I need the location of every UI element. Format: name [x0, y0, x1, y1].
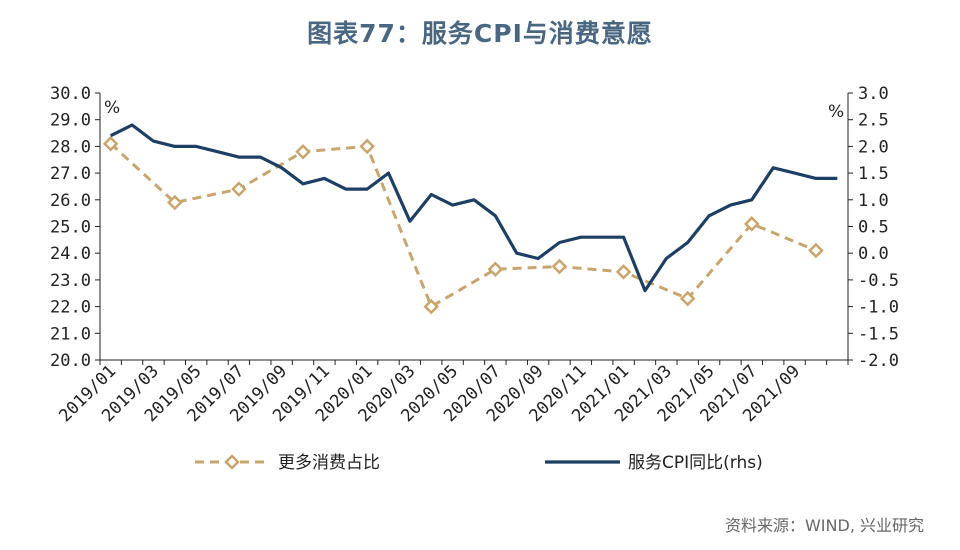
left-axis-unit: %	[104, 98, 120, 118]
left-axis-tick-label: 20.0	[50, 351, 91, 371]
right-axis-tick-label: 2.5	[858, 111, 889, 131]
left-axis-tick-label: 23.0	[50, 271, 91, 291]
right-axis-tick-label: 0.0	[858, 244, 889, 264]
right-axis-tick-label: 1.0	[858, 191, 889, 211]
data-point-marker	[487, 261, 504, 277]
left-axis-tick-label: 28.0	[50, 137, 91, 157]
left-axis-tick-label: 21.0	[50, 324, 91, 344]
data-point-marker	[679, 290, 696, 307]
right-axis-tick-label: 2.0	[858, 137, 889, 157]
legend-marker-0	[224, 454, 240, 470]
left-axis-tick-label: 22.0	[50, 298, 91, 318]
right-axis-tick-label: 0.5	[858, 218, 889, 238]
data-point-marker	[423, 298, 440, 315]
data-point-marker	[102, 135, 119, 152]
chart-legend: 更多消费占比 服务CPI同比(rhs)	[195, 453, 763, 473]
legend-label-1: 服务CPI同比(rhs)	[628, 453, 763, 473]
left-axis-tick-label: 26.0	[50, 191, 91, 211]
data-point-marker	[808, 242, 824, 259]
chart-axes: 30.0 29.0 28.0 27.0 26.0 25.0 24.0 23.0 22.0 21.0…	[50, 84, 899, 426]
left-axis-tick-label: 27.0	[50, 164, 91, 184]
right-axis-tick-label: 1.5	[858, 164, 889, 184]
right-axis-tick-label: -0.5	[858, 271, 899, 291]
right-axis-tick-label: -1.0	[858, 298, 899, 318]
series-line-0	[109, 142, 817, 309]
left-axis-tick-label: 30.0	[50, 84, 91, 104]
source-note: 资料来源：WIND, 兴业研究	[724, 516, 924, 535]
right-axis-tick-label: -2.0	[858, 351, 899, 371]
right-axis-tick-label: 3.0	[858, 84, 889, 104]
legend-label-0: 更多消费占比	[278, 453, 380, 473]
series-line-1	[109, 123, 838, 293]
chart-title: 图表77：服务CPI与消费意愿	[307, 19, 653, 48]
data-point-marker	[359, 138, 375, 155]
left-axis-tick-label: 24.0	[50, 244, 91, 264]
chart-series	[102, 123, 838, 315]
right-axis-unit: %	[828, 102, 844, 122]
left-axis-tick-label: 29.0	[50, 111, 91, 131]
data-point-marker	[167, 194, 183, 211]
data-point-marker	[295, 143, 311, 160]
left-axis-tick-label: 25.0	[50, 218, 91, 238]
data-point-marker	[615, 264, 632, 280]
data-point-marker	[231, 181, 247, 197]
data-point-marker	[744, 216, 760, 232]
right-axis-tick-label: -1.5	[858, 324, 899, 344]
data-point-marker	[551, 258, 568, 275]
